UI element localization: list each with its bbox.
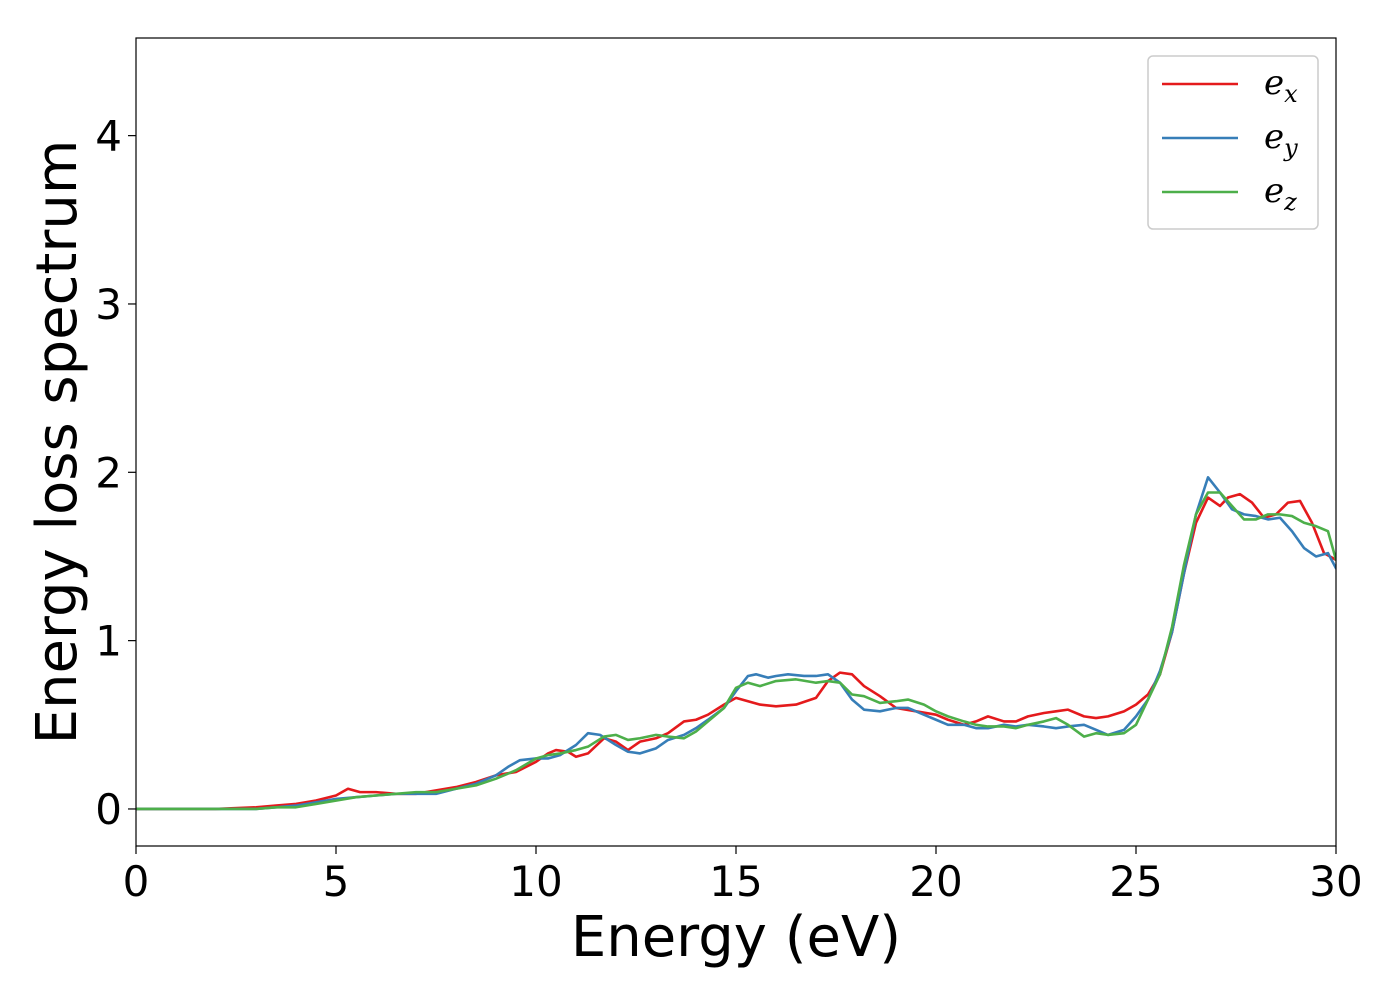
x-axis-title: Energy (eV)	[571, 905, 901, 970]
x-tick-label: 30	[1309, 857, 1362, 906]
series-line-ex	[136, 492, 1336, 811]
y-tick-label: 2	[95, 448, 122, 497]
y-axis: 0 1 2 3 4	[95, 112, 136, 834]
y-tick-label: 3	[95, 280, 122, 329]
legend-label-ey: ey	[1264, 117, 1298, 162]
x-tick-label: 0	[123, 857, 150, 906]
y-axis-title: Energy loss spectrum	[25, 140, 90, 745]
y-tick-label: 0	[95, 785, 122, 834]
legend-box	[1147, 55, 1319, 230]
series-line-ez	[136, 491, 1336, 811]
x-tick-label: 25	[1109, 857, 1162, 906]
series-line-ey	[136, 476, 1336, 811]
y-tick-label: 4	[95, 112, 122, 161]
plot-lines	[136, 476, 1336, 811]
legend: ex ey ez	[1147, 55, 1319, 230]
legend-label-ex: ex	[1264, 63, 1298, 108]
y-tick-label: 1	[95, 617, 122, 666]
x-tick-label: 5	[323, 857, 350, 906]
legend-label-ez: ez	[1264, 171, 1297, 216]
x-tick-label: 20	[909, 857, 962, 906]
x-tick-label: 10	[509, 857, 562, 906]
x-tick-label: 15	[709, 857, 762, 906]
x-axis: 0 5 10 15 20 25 30	[123, 846, 1363, 906]
